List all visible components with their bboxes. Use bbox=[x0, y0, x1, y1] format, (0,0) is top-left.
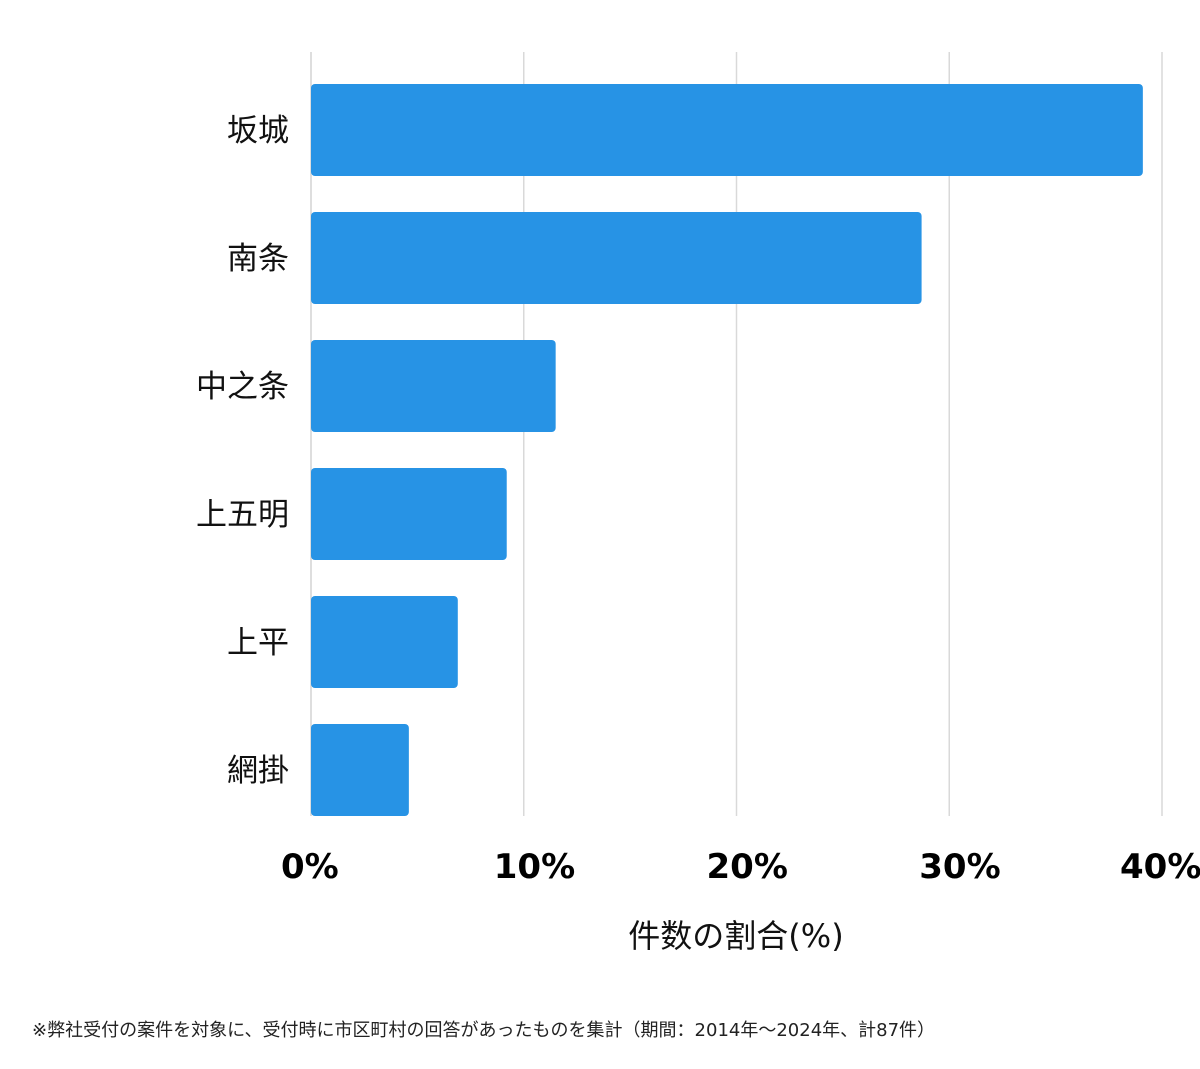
bar bbox=[311, 596, 458, 688]
category-label: 上五明 bbox=[196, 497, 289, 533]
x-tick-label: 0% bbox=[281, 847, 339, 887]
category-label: 南条 bbox=[227, 241, 289, 277]
x-axis-title: 件数の割合(%) bbox=[628, 917, 843, 955]
bar bbox=[311, 212, 922, 304]
x-tick-label: 40% bbox=[1120, 847, 1200, 887]
category-label: 上平 bbox=[227, 625, 289, 661]
bar bbox=[311, 468, 507, 560]
category-label: 網掛 bbox=[227, 753, 289, 789]
category-label: 中之条 bbox=[196, 369, 289, 405]
x-tick-label: 30% bbox=[919, 847, 1000, 887]
category-label: 坂城 bbox=[227, 113, 289, 149]
bar bbox=[311, 84, 1143, 176]
bar bbox=[311, 340, 556, 432]
x-tick-label: 20% bbox=[707, 847, 788, 887]
bar bbox=[311, 724, 409, 816]
x-tick-labels: 0% 10% 20% 30% 40% bbox=[281, 847, 1200, 887]
gridlines bbox=[310, 52, 1163, 816]
footnote: ※弊社受付の案件を対象に、受付時に市区町村の回答があったものを集計（期間：201… bbox=[32, 1020, 936, 1041]
x-tick-label: 10% bbox=[494, 847, 575, 887]
bars bbox=[311, 84, 1143, 816]
